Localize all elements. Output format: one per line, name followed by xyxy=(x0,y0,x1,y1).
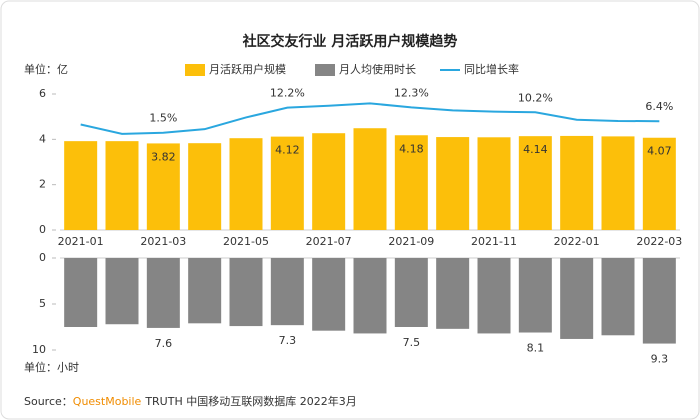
x-tick-label: 2021-01 xyxy=(58,235,104,248)
bar xyxy=(64,141,98,230)
y-tick-label: 2 xyxy=(39,178,46,191)
bar xyxy=(601,258,635,336)
x-tick-label: 2021-03 xyxy=(140,235,186,248)
growth-line xyxy=(80,102,660,135)
data-label: 4.12 xyxy=(275,144,300,157)
bar xyxy=(312,258,346,331)
chart-title: 社区交友行业 月活跃用户规模趋势 xyxy=(242,33,458,50)
unit-label: 单位：小时 xyxy=(24,360,79,374)
x-tick-label: 2022-03 xyxy=(636,235,682,248)
x-tick-label: 2021-07 xyxy=(306,235,352,248)
data-label: 7.6 xyxy=(155,337,173,350)
legend-swatch xyxy=(185,64,205,76)
bar xyxy=(518,136,552,230)
legend-swatch xyxy=(315,64,335,76)
data-label: 7.3 xyxy=(279,334,297,347)
data-label: 8.1 xyxy=(527,342,545,355)
data-label: 9.3 xyxy=(651,353,669,366)
x-tick-label: 2021-05 xyxy=(223,235,269,248)
bar xyxy=(105,258,139,325)
y-tick-label: 5 xyxy=(39,297,46,310)
bar xyxy=(270,258,304,326)
legend-label: 月人均使用时长 xyxy=(339,63,416,76)
bar xyxy=(477,137,511,230)
x-tick-label: 2022-01 xyxy=(554,235,600,248)
bar xyxy=(560,258,594,339)
unit-label: 单位：亿 xyxy=(24,62,68,76)
y-tick-label: 6 xyxy=(39,87,46,100)
bar xyxy=(64,258,98,327)
bar xyxy=(601,136,635,230)
y-tick-label: 10 xyxy=(32,343,46,356)
data-label: 12.3% xyxy=(394,86,429,99)
data-label: 10.2% xyxy=(518,91,553,104)
bar xyxy=(188,258,222,324)
y-tick-label: 4 xyxy=(39,132,46,145)
bar xyxy=(105,141,139,230)
data-label: 3.82 xyxy=(151,150,176,163)
bar xyxy=(642,258,676,344)
bar xyxy=(394,258,428,327)
legend-label: 月活跃用户规模 xyxy=(209,62,286,76)
data-label: 4.18 xyxy=(399,142,424,155)
legend-label: 同比增长率 xyxy=(464,62,519,76)
source: Source：QuestMobile TRUTH 中国移动互联网数据库 2022年… xyxy=(24,394,357,408)
x-tick-label: 2021-09 xyxy=(388,235,434,248)
bar xyxy=(312,133,346,230)
bar xyxy=(436,258,470,329)
bar xyxy=(229,258,263,327)
bar xyxy=(394,135,428,230)
data-label: 4.07 xyxy=(647,145,672,158)
data-label: 4.14 xyxy=(523,143,548,156)
bar xyxy=(229,138,263,230)
bar xyxy=(518,258,552,333)
source-brand: QuestMobile xyxy=(73,395,142,408)
source-prefix: Source： xyxy=(24,395,73,408)
data-label: 12.2% xyxy=(270,87,305,100)
data-label: 6.4% xyxy=(645,100,673,113)
bar xyxy=(642,137,676,230)
bar xyxy=(560,135,594,230)
y-tick-label: 0 xyxy=(39,223,46,236)
data-label: 1.5% xyxy=(149,112,177,125)
data-label: 7.5 xyxy=(403,336,421,349)
source-rest: TRUTH 中国移动互联网数据库 2022年3月 xyxy=(144,394,356,408)
x-tick-label: 2021-11 xyxy=(471,235,517,248)
bar xyxy=(436,137,470,230)
bar xyxy=(188,143,222,230)
y-tick-label: 0 xyxy=(39,251,46,264)
bar xyxy=(270,136,304,230)
bar xyxy=(477,258,511,334)
bar xyxy=(353,128,387,230)
bar xyxy=(353,258,387,334)
bar xyxy=(146,258,180,328)
bar xyxy=(146,143,180,230)
